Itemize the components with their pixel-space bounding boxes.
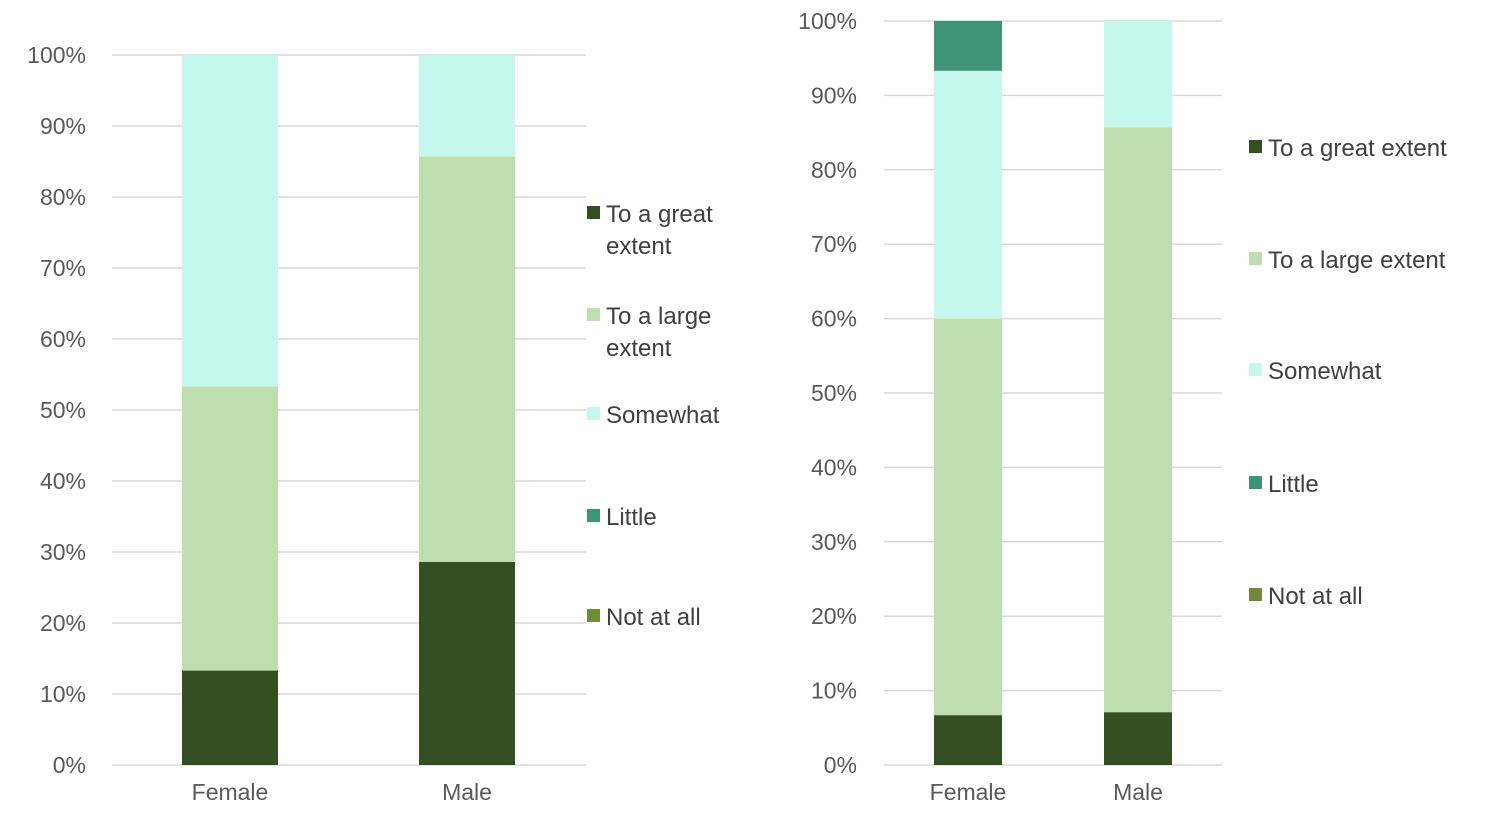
legend-label: Not at all: [1268, 583, 1363, 610]
bar-segment-female-somewhat: [182, 55, 278, 387]
y-tick-label: 70%: [811, 231, 857, 257]
y-tick-label: 0%: [53, 752, 86, 778]
bar-segment-female-to-a-great-extent: [182, 670, 278, 765]
y-tick-label: 70%: [40, 255, 86, 281]
y-tick-label: 50%: [40, 397, 86, 423]
legend-label: To a great: [606, 201, 713, 228]
bar-segment-male-somewhat: [419, 55, 515, 157]
bar-segment-female-to-a-large-extent: [182, 386, 278, 671]
legend-swatch: [1249, 363, 1262, 376]
y-tick-label: 40%: [40, 468, 86, 494]
y-tick-label: 20%: [40, 610, 86, 636]
bar-segment-female-somewhat: [934, 70, 1002, 319]
legend-label: Somewhat: [1268, 358, 1382, 385]
legend-label: Little: [606, 504, 657, 531]
y-tick-label: 30%: [40, 539, 86, 565]
legend-label: extent: [606, 335, 672, 362]
y-tick-label: 100%: [27, 42, 86, 68]
legend-label: Somewhat: [606, 402, 720, 429]
chart-right: 0% 10% 20% 30% 40% 50% 60% 70% 80% 90% 100% Female M…: [798, 8, 1447, 805]
x-category-label: Male: [1113, 779, 1163, 805]
legend-label: Not at all: [606, 604, 701, 631]
y-tick-label: 10%: [40, 681, 86, 707]
legend-label: To a large: [606, 303, 711, 330]
y-tick-label: 0%: [824, 752, 857, 778]
y-tick-label: 100%: [798, 8, 857, 34]
bar-segment-male-somewhat: [1104, 21, 1172, 128]
bar-segment-female-to-a-great-extent: [934, 715, 1002, 765]
legend-label: To a great extent: [1268, 135, 1447, 162]
bar-segment-male-to-a-large-extent: [419, 156, 515, 562]
y-tick-label: 90%: [40, 113, 86, 139]
legend-swatch: [1249, 588, 1262, 601]
y-tick-label: 80%: [40, 184, 86, 210]
legend-swatch: [1249, 140, 1262, 153]
legend-swatch: [587, 509, 600, 522]
x-category-label: Male: [442, 779, 492, 805]
y-tick-label: 60%: [811, 306, 857, 332]
legend-swatch: [587, 407, 600, 420]
legend-swatch: [587, 609, 600, 622]
y-tick-label: 20%: [811, 603, 857, 629]
legend-swatch: [1249, 476, 1262, 489]
y-tick-label: 40%: [811, 454, 857, 480]
y-tick-label: 90%: [811, 82, 857, 108]
bar-segment-female-to-a-large-extent: [934, 318, 1002, 716]
x-category-label: Female: [192, 779, 269, 805]
bar-segment-male-to-a-great-extent: [419, 561, 515, 765]
legend-label: To a large extent: [1268, 247, 1446, 274]
chart-left: 0% 10% 20% 30% 40% 50% 60% 70% 80% 90% 100% Female M…: [27, 42, 720, 805]
y-tick-label: 60%: [40, 326, 86, 352]
y-tick-label: 10%: [811, 678, 857, 704]
y-tick-label: 50%: [811, 380, 857, 406]
legend-label: extent: [606, 233, 672, 260]
x-category-label: Female: [930, 779, 1007, 805]
legend-swatch: [587, 308, 600, 321]
legend-swatch: [1249, 252, 1262, 265]
bar-segment-male-to-a-great-extent: [1104, 712, 1172, 765]
legend-swatch: [587, 206, 600, 219]
y-tick-label: 30%: [811, 529, 857, 555]
legend-label: Little: [1268, 471, 1319, 498]
y-tick-label: 80%: [811, 157, 857, 183]
bar-segment-female-little: [934, 21, 1002, 71]
bar-segment-male-to-a-large-extent: [1104, 127, 1172, 713]
